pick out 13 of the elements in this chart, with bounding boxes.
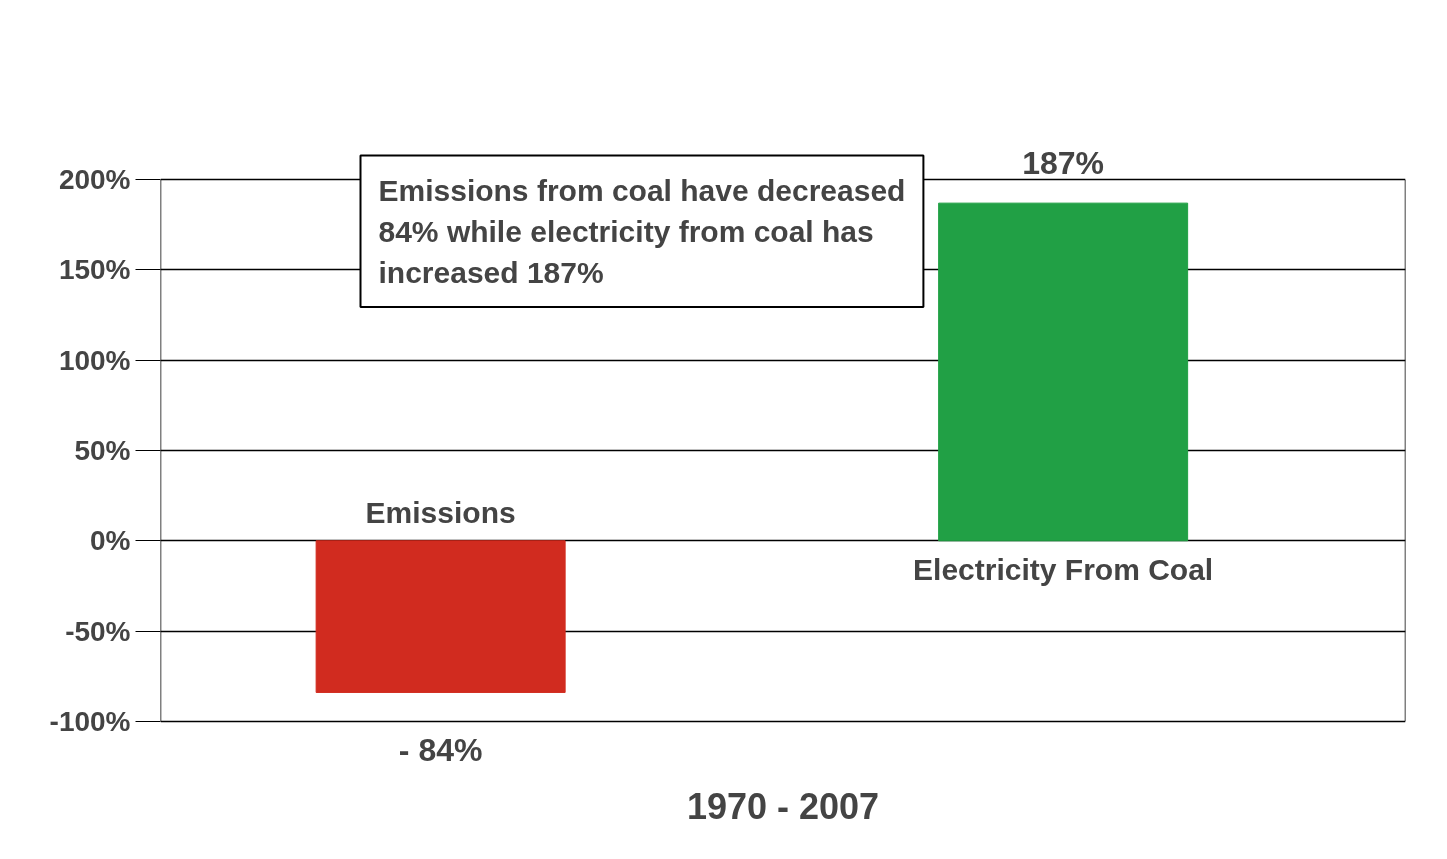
y-tick-label: 100%	[58, 344, 131, 376]
y-tick-label: 150%	[58, 254, 131, 286]
x-axis-title: 1970 - 2007	[686, 785, 880, 827]
y-tick-label: 0%	[90, 525, 131, 557]
x-tick-label: Emissions	[365, 495, 516, 529]
data-label: 187%	[1022, 145, 1105, 182]
y-tick-label: 200%	[58, 164, 131, 196]
x-tick-label: Electricity From Coal	[913, 552, 1214, 586]
y-tick-label: -50%	[65, 615, 131, 647]
y-tick-label: -100%	[49, 705, 131, 737]
data-label: - 84%	[398, 732, 483, 769]
annotation: Emissions from coal have decreased 84% while electricity from coal has increased 187%	[378, 173, 906, 289]
y-tick-label: 50%	[74, 435, 131, 466]
